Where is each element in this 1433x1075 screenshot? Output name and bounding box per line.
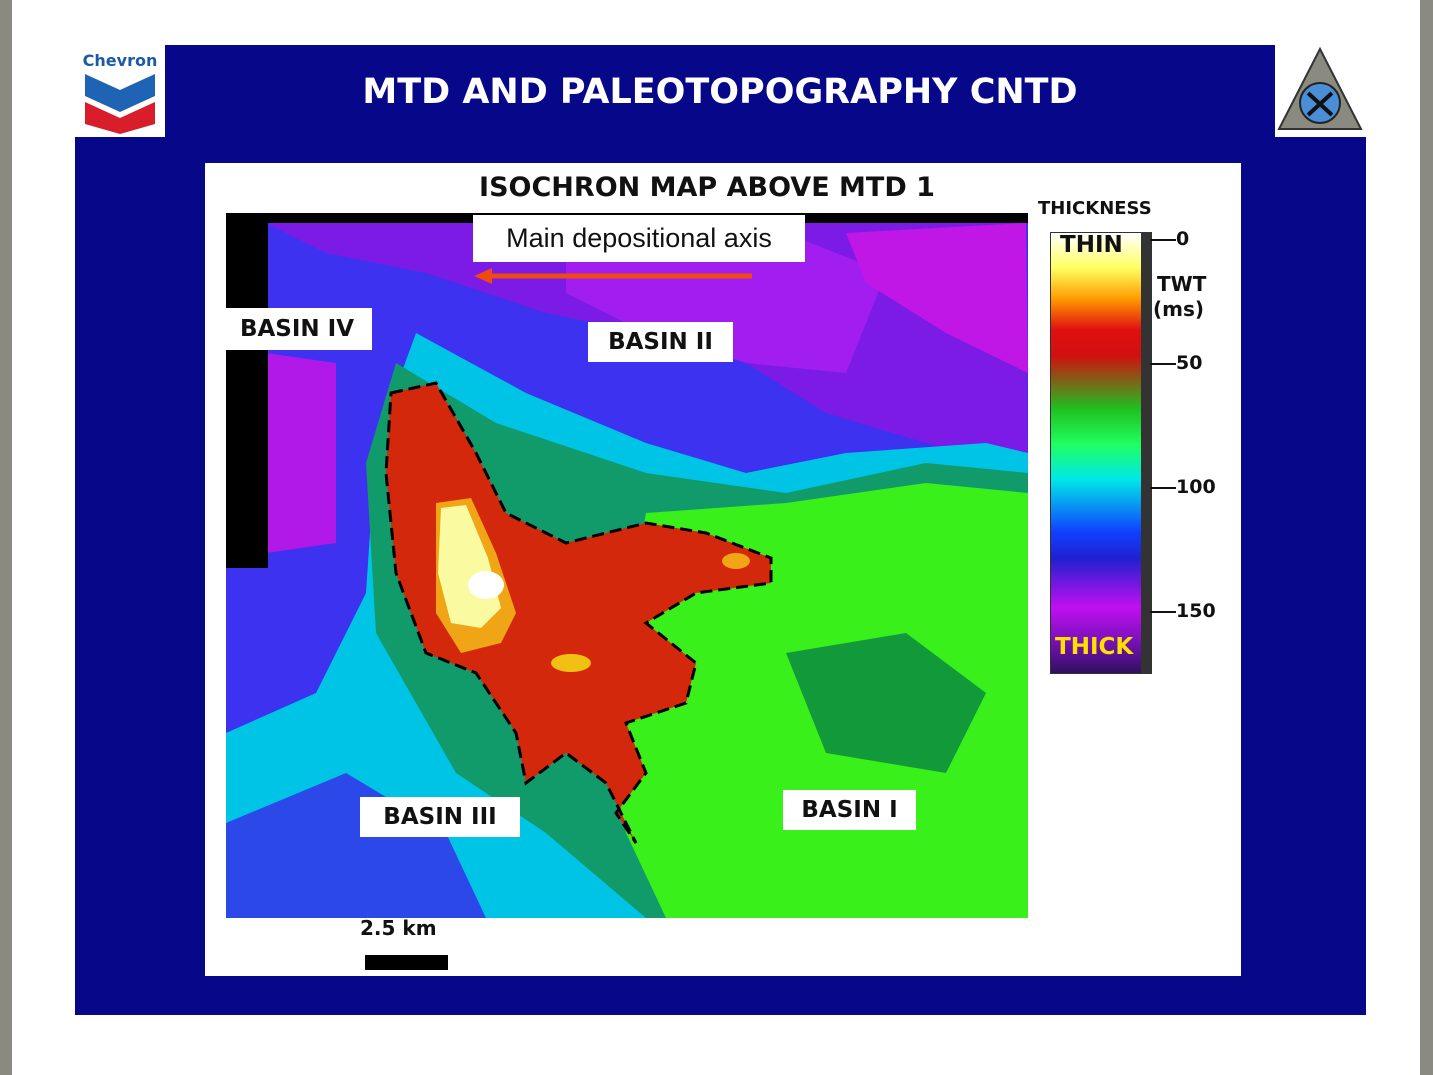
- legend-tick: [1150, 611, 1176, 613]
- basin-label: BASIN II: [588, 322, 733, 362]
- edge: [0, 0, 12, 1075]
- legend-tick: [1150, 239, 1176, 241]
- mines-logo: [1275, 45, 1366, 137]
- basin-label: BASIN III: [360, 797, 520, 837]
- basin-label: BASIN I: [783, 790, 916, 830]
- legend-tick: [1150, 487, 1176, 489]
- edge: [1420, 0, 1433, 1075]
- legend-tick: [1150, 363, 1176, 365]
- bar-bevel: [1141, 233, 1151, 673]
- legend-thick: THICK: [1055, 634, 1134, 660]
- legend-unit: (ms): [1153, 297, 1205, 321]
- basin-label: BASIN IV: [222, 308, 372, 350]
- legend-thin: THIN: [1060, 232, 1123, 258]
- logo-mark: [1277, 46, 1363, 130]
- legend-tick-label: 100: [1176, 476, 1216, 498]
- axis-arrow: [474, 268, 752, 284]
- color-bar: [1050, 232, 1152, 674]
- legend-axis-label: TWT: [1157, 272, 1207, 296]
- legend-tick-label: 50: [1176, 352, 1203, 374]
- legend-title: THICKNESS: [1038, 198, 1152, 219]
- scale-label: 2.5 km: [360, 916, 437, 940]
- logo-mark: [85, 74, 155, 134]
- logo-text: Chevron: [82, 51, 158, 70]
- annotation: Main depositional axis: [473, 215, 805, 262]
- legend-tick-label: 0: [1176, 228, 1190, 250]
- map-title: ISOCHRON MAP ABOVE MTD 1: [479, 172, 935, 203]
- chevron-logo: Chevron: [75, 45, 165, 137]
- legend-tick-label: 150: [1176, 600, 1216, 622]
- scale-bar: [365, 955, 448, 970]
- isochron-map: [226, 213, 1028, 918]
- slide-title: MTD AND PALEOTOPOGRAPHY CNTD: [362, 72, 1078, 112]
